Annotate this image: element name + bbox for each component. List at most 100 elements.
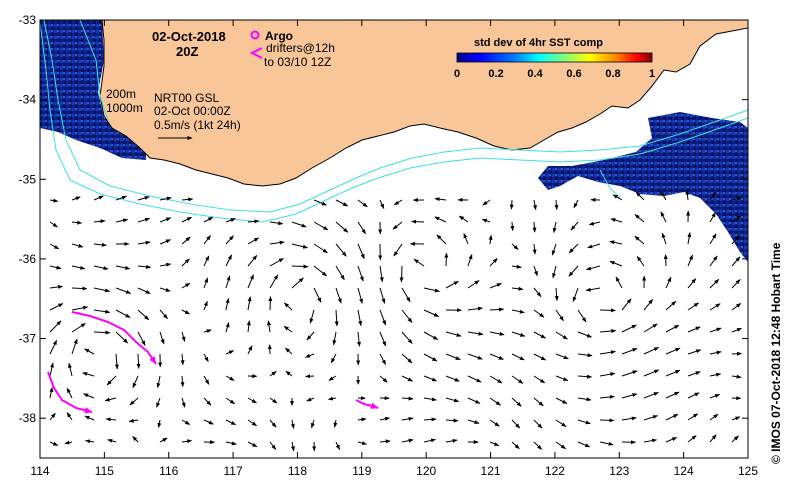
current-arrow [335,287,342,304]
current-arrow [533,353,547,361]
current-arrow [709,413,719,421]
current-arrow [577,419,591,425]
current-arrow [687,326,701,333]
current-arrow [85,439,95,444]
current-arrow [159,239,171,245]
current-arrow [93,219,106,224]
current-arrow [305,353,315,358]
current-arrow [66,412,73,421]
current-arrow [533,265,538,277]
current-arrow [661,232,667,245]
current-arrow [247,274,254,289]
current-arrow [225,275,231,289]
current-arrow [290,441,295,452]
current-arrow [357,265,364,282]
current-arrow [335,221,349,233]
current-arrow [709,279,720,289]
current-arrow [413,258,425,267]
current-arrow [687,413,699,421]
current-arrow [181,216,193,223]
current-arrow [577,441,591,448]
current-arrow [71,305,89,311]
lon-tick-label: 118 [288,464,307,478]
current-arrow [203,300,208,311]
current-arrow [335,441,341,451]
current-arrow [401,287,411,303]
current-arrow [327,396,337,401]
current-arrow [128,418,139,423]
current-arrow [181,397,186,408]
current-arrow [709,303,721,311]
current-arrow [203,353,209,363]
current-arrow [269,419,277,428]
current-arrow [306,331,315,341]
current-arrow [434,216,447,223]
analysis-time-label: 02-Oct 00:00Z [154,104,231,118]
current-arrow [577,331,592,338]
current-arrow [533,287,542,298]
current-arrow [93,287,111,293]
current-arrow [533,397,544,407]
current-arrow [291,221,307,228]
current-arrow [489,258,498,267]
current-arrow [731,327,742,333]
current-arrow [573,199,579,209]
lat-axis: -33 -34 -35 -36 -37 -38 [19,13,748,425]
current-arrow [731,256,741,267]
current-arrow [225,441,237,446]
current-arrow [93,265,109,270]
current-arrow [71,338,78,355]
argo-icon [250,30,260,40]
current-arrow [423,353,438,362]
current-arrow [467,331,484,336]
current-arrow [467,353,483,360]
current-arrow [731,416,741,421]
current-arrow [554,199,559,211]
drifter-track-2 [47,371,93,414]
current-arrow [379,439,391,444]
map-date: 02-Oct-2018 [152,29,226,44]
current-arrow [643,347,660,355]
current-arrow [379,375,388,383]
current-arrow [636,256,645,267]
current-arrow [225,322,230,333]
current-arrow [489,331,505,336]
current-arrow [157,419,162,428]
current-arrow [156,375,161,389]
drifter-icon [249,47,263,59]
current-arrow [665,300,677,311]
current-arrow [247,397,257,404]
current-arrow [588,221,601,226]
current-arrow [159,309,168,320]
current-arrow [84,348,95,355]
colorbar-tick-label: 1 [649,68,655,80]
current-arrow [115,218,129,223]
current-arrow [357,441,368,446]
current-arrow [313,243,328,254]
current-arrow [247,219,260,224]
lat-tick-label: -36 [19,252,37,266]
lon-tick-label: 125 [738,464,758,478]
current-arrow [599,372,616,377]
current-arrow [621,393,638,399]
current-arrow [328,375,337,381]
current-arrow [49,320,62,333]
lat-tick-label: -38 [19,411,37,425]
product-label: NRT00 GSL [154,91,219,105]
current-arrow [467,397,481,404]
current-arrow [643,438,658,443]
current-arrow [615,276,623,289]
current-arrow [283,302,293,311]
current-arrow [609,260,623,267]
current-arrow [247,419,257,427]
current-arrow [225,298,230,311]
current-arrow [511,419,521,429]
current-arrow [393,243,403,257]
current-arrow [709,372,722,377]
current-arrow [159,196,172,201]
map-hour: 20Z [176,44,198,59]
current-arrow [137,331,146,346]
current-arrow [49,386,54,399]
current-arrow [467,306,483,311]
